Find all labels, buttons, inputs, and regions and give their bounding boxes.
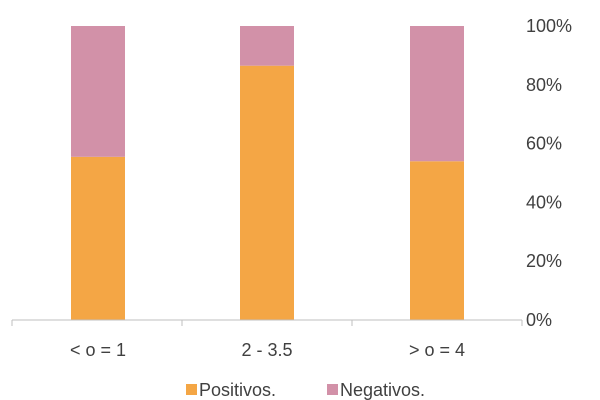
y-tick-label-4: 80%: [526, 75, 562, 95]
y-axis-tick-labels: 0% 20% 40% 60% 80% 100%: [526, 16, 572, 330]
legend-label-negativos: Negativos.: [340, 380, 425, 400]
y-tick-label-1: 20%: [526, 251, 562, 271]
bar-positivos-2: [240, 65, 294, 320]
bar-negativos-3: [410, 26, 464, 162]
legend-label-positivos: Positivos.: [199, 380, 276, 400]
y-tick-label-0: 0%: [526, 310, 552, 330]
y-tick-label-3: 60%: [526, 134, 562, 154]
y-tick-label-2: 40%: [526, 192, 562, 212]
bars-layer: [71, 26, 464, 320]
bar-positivos-3: [410, 161, 464, 320]
category-label-3: > o = 4: [409, 340, 465, 360]
bar-negativos-1: [71, 26, 125, 157]
legend-swatch-negativos: [327, 384, 338, 395]
category-label-2: 2 - 3.5: [241, 340, 292, 360]
legend: Positivos. Negativos.: [186, 380, 425, 400]
x-axis-category-labels: < o = 1 2 - 3.5 > o = 4: [70, 340, 465, 360]
y-tick-label-5: 100%: [526, 16, 572, 36]
bar-negativos-2: [240, 26, 294, 66]
legend-swatch-positivos: [186, 384, 197, 395]
bar-positivos-1: [71, 156, 125, 320]
category-label-1: < o = 1: [70, 340, 126, 360]
x-axis: [11, 319, 523, 326]
